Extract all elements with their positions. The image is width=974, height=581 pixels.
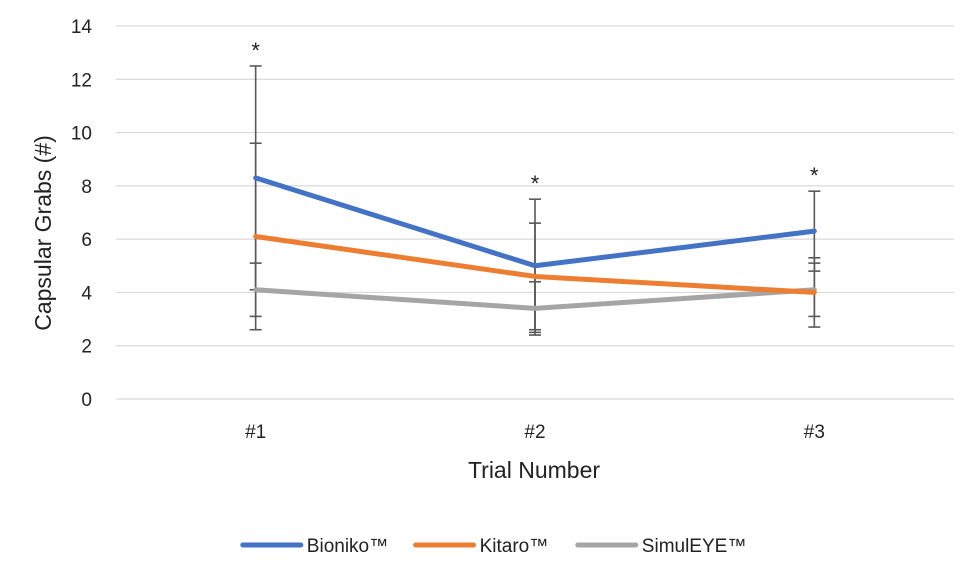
legend: Bioniko™ Kitaro™ SimulEYE™ — [240, 536, 747, 557]
y-axis-ticks: 0 2 4 6 8 10 12 14 — [71, 17, 93, 411]
series-line — [253, 287, 817, 311]
series-lines — [253, 175, 817, 311]
legend-label: Kitaro™ — [480, 536, 549, 557]
x-tick-label: #2 — [524, 422, 545, 443]
series-line — [253, 175, 817, 269]
significance-asterisk: * — [251, 38, 260, 63]
legend-label: Bioniko™ — [307, 536, 388, 557]
y-tick-label: 6 — [81, 230, 92, 251]
series-line — [253, 233, 817, 295]
y-tick-label: 8 — [81, 177, 92, 198]
x-tick-label: #3 — [804, 422, 825, 443]
significance-asterisk: * — [531, 171, 540, 196]
y-axis-label: Capsular Grabs (#) — [30, 135, 56, 331]
y-tick-label: 4 — [81, 283, 92, 304]
y-tick-label: 10 — [71, 124, 92, 145]
legend-label: SimulEYE™ — [642, 536, 747, 557]
y-tick-label: 2 — [81, 337, 92, 358]
x-tick-label: #1 — [245, 422, 266, 443]
y-tick-label: 12 — [71, 70, 92, 91]
significance-asterisk: * — [810, 163, 819, 188]
x-axis-label: Trial Number — [468, 457, 600, 483]
y-tick-label: 0 — [81, 390, 92, 411]
x-axis-ticks: #1 #2 #3 — [245, 422, 825, 443]
y-tick-label: 14 — [71, 17, 93, 38]
significance-annotations: * * * — [251, 38, 819, 196]
